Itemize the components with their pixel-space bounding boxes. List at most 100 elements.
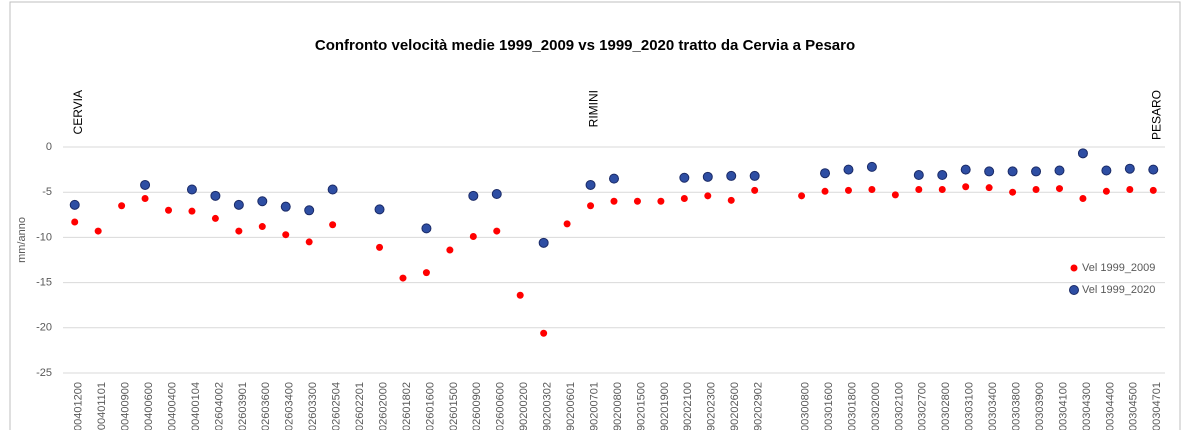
point — [1079, 195, 1087, 203]
point — [258, 223, 266, 231]
chart-frame — [9, 1, 1181, 430]
point — [680, 195, 688, 203]
x-tick-label: 02602504 — [331, 382, 343, 430]
point — [1124, 163, 1135, 174]
x-tick-label: 02600900 — [471, 382, 483, 430]
point — [235, 227, 243, 235]
point — [962, 183, 970, 191]
x-tick-label: 00304300 — [1081, 382, 1093, 430]
legend-label: Vel 1999_2009 — [1082, 262, 1155, 274]
point — [913, 170, 924, 181]
x-tick-label: 02604002 — [213, 382, 225, 430]
point — [376, 243, 384, 251]
point — [609, 173, 619, 184]
x-tick-label: 90202600 — [729, 382, 741, 430]
point — [233, 199, 244, 210]
x-tick-label: 00400900 — [120, 382, 132, 430]
x-tick-label: 00302800 — [940, 382, 952, 430]
x-tick-label: 02602201 — [354, 382, 366, 430]
x-tick-label: 90200302 — [542, 382, 554, 430]
x-tick-label: 00304701 — [1151, 382, 1163, 430]
point — [915, 185, 923, 193]
point — [538, 237, 549, 248]
point — [141, 195, 149, 203]
x-tick-label: 00304400 — [1104, 382, 1116, 430]
x-tick-label: 90202300 — [706, 382, 718, 430]
x-tick-label: 00400600 — [143, 382, 155, 430]
point — [304, 205, 315, 216]
point — [633, 197, 641, 205]
point — [1009, 188, 1017, 196]
point — [327, 184, 338, 195]
point — [446, 246, 454, 254]
point — [843, 164, 854, 175]
point — [280, 201, 291, 212]
x-tick-label: 02603600 — [260, 382, 272, 430]
x-tick-label: 00400104 — [190, 382, 202, 430]
x-tick-label: 90200200 — [518, 382, 530, 430]
point — [610, 197, 618, 205]
point — [679, 172, 690, 183]
x-tick-label: 02603901 — [237, 382, 249, 430]
point — [282, 231, 290, 239]
x-tick-label: 00303800 — [1011, 382, 1023, 430]
point — [704, 192, 712, 200]
legend-label: Vel 1999_2020 — [1082, 284, 1155, 296]
x-tick-label: 90202100 — [682, 382, 694, 430]
point — [1148, 164, 1159, 175]
y-tick-label: 0 — [46, 141, 52, 153]
point — [891, 191, 899, 199]
x-tick-label: 02601600 — [424, 382, 436, 430]
point — [211, 214, 219, 222]
point — [140, 179, 151, 190]
y-tick-label: -10 — [36, 231, 52, 243]
point — [1101, 165, 1112, 176]
point — [1102, 187, 1110, 195]
y-axis-label: mm/anno — [16, 217, 28, 263]
x-tick-label: 00304500 — [1128, 382, 1140, 430]
annotation: PESARO — [1149, 90, 1163, 140]
x-tick-label: 00302100 — [893, 382, 905, 430]
point — [749, 170, 760, 181]
y-tick-label: -5 — [42, 186, 52, 198]
point — [421, 223, 432, 234]
point — [71, 218, 79, 226]
point — [585, 179, 596, 190]
point — [960, 164, 971, 175]
point — [938, 185, 946, 193]
x-tick-label: 02601802 — [401, 382, 413, 430]
point — [657, 197, 665, 205]
x-tick-label: 00401101 — [96, 382, 108, 430]
x-tick-label: 00304100 — [1057, 382, 1069, 430]
point — [821, 187, 829, 195]
point — [69, 199, 80, 210]
point — [726, 170, 737, 181]
point — [374, 204, 385, 215]
point — [493, 227, 501, 235]
point — [1126, 185, 1134, 193]
x-tick-label: 00301800 — [846, 382, 858, 430]
point — [702, 171, 713, 182]
x-tick-label: 00302000 — [870, 382, 882, 430]
y-tick-label: -25 — [36, 367, 52, 379]
point — [491, 189, 502, 200]
point — [329, 221, 337, 229]
point — [516, 291, 524, 299]
point — [866, 161, 877, 172]
point — [820, 168, 831, 179]
point — [984, 166, 995, 177]
point — [868, 185, 876, 193]
x-tick-label: 02601500 — [448, 382, 460, 430]
x-tick-label: 00303900 — [1034, 382, 1046, 430]
point — [1055, 185, 1063, 193]
x-tick-label: 00302700 — [917, 382, 929, 430]
x-tick-label: 90200800 — [612, 382, 624, 430]
x-tick-label: 02603300 — [307, 382, 319, 430]
point — [165, 206, 173, 214]
point — [798, 192, 806, 200]
point — [94, 227, 102, 235]
x-tick-label: 90202902 — [753, 382, 765, 430]
point — [422, 269, 430, 277]
point — [1032, 185, 1040, 193]
